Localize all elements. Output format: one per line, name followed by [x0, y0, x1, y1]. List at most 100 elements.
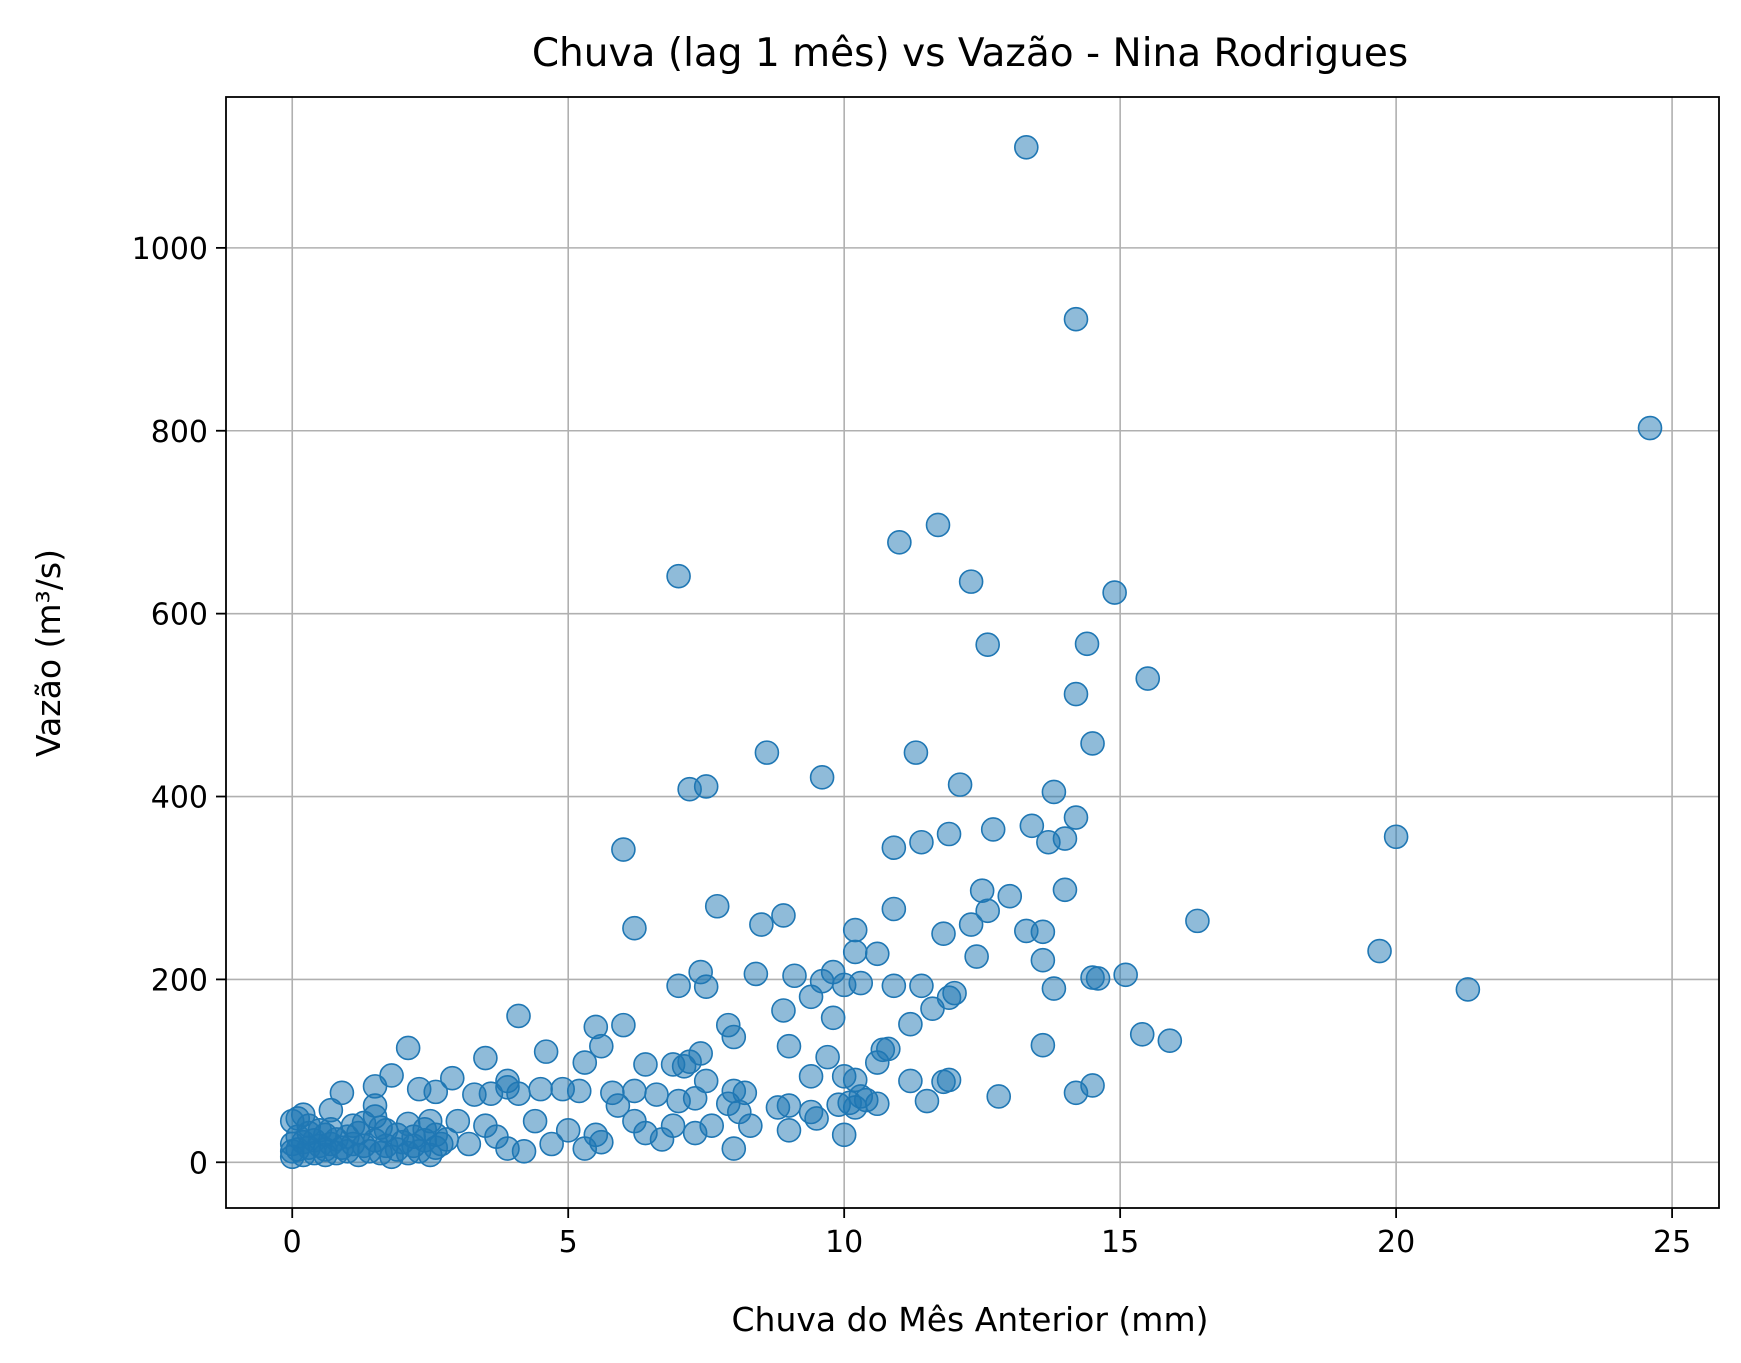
- data-point: [771, 903, 796, 928]
- data-point: [671, 1053, 697, 1079]
- data-point: [1030, 947, 1056, 973]
- data-point: [936, 1067, 962, 1093]
- data-point: [842, 917, 868, 943]
- data-point: [721, 1136, 747, 1161]
- data-point: [550, 1076, 575, 1102]
- grid-lines: [226, 97, 1719, 1208]
- data-point: [936, 821, 962, 847]
- data-point: [693, 974, 719, 1000]
- data-point: [1637, 415, 1663, 441]
- data-point: [848, 970, 874, 996]
- data-point: [329, 1080, 355, 1106]
- data-point: [522, 1108, 548, 1134]
- data-point: [754, 740, 780, 765]
- data-point: [980, 817, 1006, 842]
- data-point: [1157, 1028, 1183, 1053]
- data-point: [1129, 1021, 1155, 1047]
- data-point: [958, 569, 984, 594]
- data-point: [765, 1095, 791, 1120]
- data-point: [506, 1003, 531, 1029]
- data-point: [666, 973, 691, 999]
- data-point: [633, 1052, 658, 1077]
- y-axis-label: Vazão (m³/s): [29, 549, 68, 757]
- data-point: [704, 893, 730, 919]
- data-point: [533, 1039, 559, 1064]
- data-point: [462, 1082, 487, 1107]
- data-point: [881, 973, 907, 999]
- data-point: [920, 996, 945, 1021]
- x-tick-label: 10: [825, 1225, 863, 1260]
- data-points: [279, 134, 1663, 1170]
- data-point: [439, 1065, 465, 1091]
- data-point: [528, 1076, 553, 1102]
- data-point: [660, 1113, 686, 1139]
- data-point: [721, 1024, 747, 1050]
- data-point: [898, 1068, 923, 1094]
- y-tick-label: 0: [189, 1146, 208, 1181]
- data-point: [539, 1131, 564, 1157]
- data-point: [555, 1117, 581, 1143]
- data-point: [406, 1076, 432, 1102]
- data-point: [820, 1005, 846, 1031]
- data-point: [975, 898, 1000, 924]
- data-point: [1135, 666, 1161, 691]
- data-point: [445, 1108, 471, 1134]
- data-point: [815, 1044, 840, 1070]
- data-point: [340, 1113, 366, 1139]
- data-point: [666, 563, 691, 589]
- data-point: [958, 912, 984, 937]
- data-point: [296, 1120, 322, 1146]
- data-point: [898, 1011, 923, 1037]
- data-point: [771, 998, 796, 1023]
- data-point: [1041, 779, 1067, 805]
- data-point: [699, 1113, 725, 1139]
- data-point: [864, 941, 890, 967]
- data-point: [975, 632, 1000, 658]
- data-point: [644, 1082, 669, 1107]
- y-tick-label: 200: [151, 963, 208, 998]
- data-point: [931, 921, 956, 946]
- axis-ticks: 0 5 10 15 20 25 0 200 400 600 800 1000: [132, 232, 1692, 1260]
- data-point: [809, 765, 835, 790]
- data-point: [969, 878, 995, 904]
- plot-frame: [225, 96, 1720, 1209]
- data-point: [688, 1041, 713, 1066]
- data-point: [417, 1108, 443, 1134]
- data-point: [881, 835, 907, 861]
- data-point: [997, 883, 1023, 909]
- data-point: [776, 1033, 802, 1059]
- data-point: [853, 1087, 879, 1113]
- data-point: [473, 1045, 498, 1071]
- data-point: [428, 1131, 454, 1157]
- data-point: [1052, 826, 1078, 851]
- data-point: [693, 1068, 719, 1094]
- data-point: [1074, 631, 1100, 657]
- data-point: [622, 915, 647, 941]
- data-point: [1080, 731, 1105, 756]
- data-point: [318, 1117, 344, 1142]
- data-point: [1185, 908, 1210, 934]
- data-point: [1063, 306, 1089, 332]
- data-point: [887, 530, 912, 555]
- x-tick-label: 25: [1653, 1225, 1691, 1260]
- data-point: [738, 1113, 763, 1139]
- x-tick-label: 0: [283, 1225, 302, 1260]
- data-point: [782, 963, 807, 989]
- y-tick-label: 800: [151, 415, 208, 450]
- data-point: [368, 1115, 393, 1140]
- x-axis-label: Chuva do Mês Anterior (mm): [732, 1300, 1209, 1339]
- x-tick-label: 15: [1101, 1225, 1139, 1260]
- data-point: [1063, 681, 1089, 707]
- data-point: [842, 939, 868, 965]
- data-point: [1063, 805, 1089, 830]
- data-point: [605, 1093, 631, 1118]
- data-point: [611, 837, 636, 862]
- data-point: [511, 1139, 537, 1164]
- data-point: [947, 772, 973, 797]
- data-point: [1102, 580, 1127, 605]
- data-point: [864, 1050, 890, 1075]
- data-point: [572, 1050, 598, 1075]
- data-point: [909, 829, 934, 855]
